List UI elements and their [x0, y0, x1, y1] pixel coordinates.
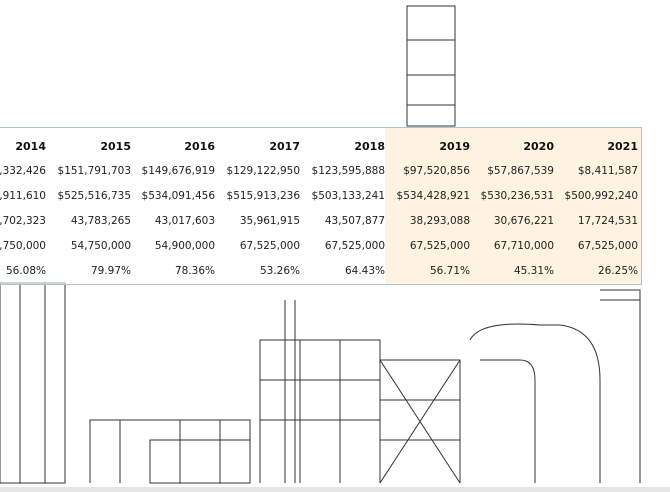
column-header: 2019: [439, 140, 470, 153]
column-header: 2020: [523, 140, 554, 153]
table-cell: 54,900,000: [154, 240, 215, 252]
column-header: 2021: [607, 140, 638, 153]
table-cell: 53.26%: [259, 265, 300, 277]
table-cell: 43,017,603: [154, 215, 215, 227]
table-cell: $97,520,856: [403, 165, 470, 177]
table-cell: 45.31%: [513, 265, 554, 277]
table-cell: 35,961,915: [239, 215, 300, 227]
table-cell: $123,595,888: [311, 165, 385, 177]
table-cell: 79.97%: [90, 265, 131, 277]
table-cell: $500,992,240: [564, 190, 638, 202]
table-cell: 43,507,877: [324, 215, 385, 227]
table-cell: 3,911,610: [0, 190, 46, 202]
column-header: 2018: [354, 140, 385, 153]
table-cell: $515,913,236: [226, 190, 300, 202]
table-cell: $534,091,456: [141, 190, 215, 202]
column-header: 2014: [15, 140, 46, 153]
table-cell: $149,676,919: [141, 165, 215, 177]
table-cell: $8,411,587: [577, 165, 638, 177]
table-cell: 0,702,323: [0, 215, 46, 227]
table-cell: $57,867,539: [487, 165, 554, 177]
table-cell: $525,516,735: [57, 190, 131, 202]
table-cell: 78.36%: [174, 265, 215, 277]
table-cell: $503,133,241: [311, 190, 385, 202]
table-cell: 67,525,000: [577, 240, 638, 252]
table-cell: 26.25%: [597, 265, 638, 277]
table-cell: $151,791,703: [57, 165, 131, 177]
table-cell: $129,122,950: [226, 165, 300, 177]
table-cell: 43,783,265: [70, 215, 131, 227]
table-cell: 67,525,000: [239, 240, 300, 252]
table-cell: 56.71%: [429, 265, 470, 277]
table-cell: 54,750,000: [70, 240, 131, 252]
column-header: 2015: [100, 140, 131, 153]
table-cell: 38,293,088: [409, 215, 470, 227]
column-header: 2017: [269, 140, 300, 153]
table-cell: 67,710,000: [493, 240, 554, 252]
table-cell: 67,525,000: [324, 240, 385, 252]
data-table: 2014 2015 2016 2017 2018 2019 2020 2021 4,332,42…: [0, 127, 642, 285]
column-header: 2016: [184, 140, 215, 153]
table-cell: $534,428,921: [396, 190, 470, 202]
table-cell: 4,332,426: [0, 165, 46, 177]
table-cell: 56.08%: [5, 265, 46, 277]
table-cell: 30,676,221: [493, 215, 554, 227]
scrollbar-track: [0, 487, 670, 492]
table-cell: 17,724,531: [577, 215, 638, 227]
highlight-columns: [385, 128, 641, 284]
table-cell: 67,525,000: [409, 240, 470, 252]
table-cell: 64.43%: [344, 265, 385, 277]
table-cell: $530,236,531: [480, 190, 554, 202]
table-cell: 4,750,000: [0, 240, 46, 252]
